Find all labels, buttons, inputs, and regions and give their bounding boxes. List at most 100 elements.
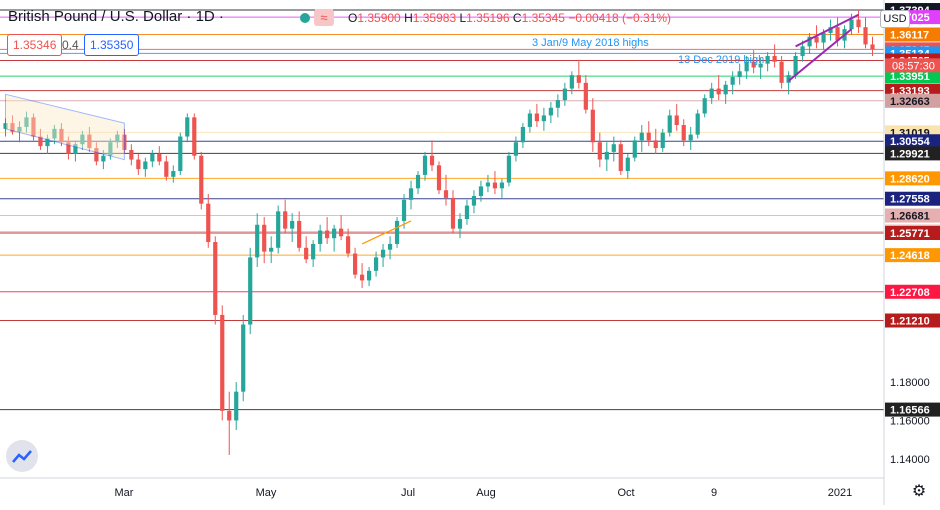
candle-body-83 — [583, 82, 588, 110]
gear-icon[interactable]: ⚙ — [911, 483, 927, 500]
candle-body-41 — [290, 220, 295, 229]
candle-body-66 — [464, 205, 470, 220]
candle-body-119 — [835, 27, 840, 41]
candle-body-104 — [730, 77, 735, 85]
logo-cloud-icon — [12, 450, 32, 463]
candle-body-48 — [339, 228, 344, 237]
sell-button[interactable]: 1.35346 — [7, 34, 63, 56]
candle-body-92 — [646, 132, 651, 141]
countdown-label: 08:57:30 — [892, 60, 935, 72]
buy-button[interactable]: 1.35350 — [84, 34, 140, 56]
candle-body-96 — [674, 115, 679, 126]
candle-body-116 — [814, 36, 819, 43]
candle-body-56 — [394, 220, 400, 244]
candle-body-2 — [17, 126, 22, 132]
level-tag-label-14: 1.26681 — [890, 211, 930, 223]
x-tick-label-0: Mar — [115, 487, 134, 499]
candle-body-81 — [569, 75, 574, 89]
tradingview-logo[interactable] — [6, 440, 38, 472]
candle-body-6 — [45, 138, 50, 147]
level-tag-label-19: 1.21210 — [890, 316, 930, 328]
candle-body-63 — [443, 190, 449, 198]
candle-body-9 — [66, 142, 71, 154]
candle-body-68 — [478, 186, 484, 196]
x-tick-label-3: Aug — [476, 487, 496, 499]
candle-body-73 — [513, 142, 519, 156]
candle-body-14 — [101, 155, 106, 162]
level-tag-label-2: 1.36117 — [890, 30, 929, 42]
candle-body-75 — [527, 113, 532, 127]
candle-body-22 — [157, 153, 162, 162]
descending-channel — [4, 93, 125, 161]
candle-body-111 — [779, 61, 784, 83]
candle-body-115 — [807, 36, 812, 47]
candle-body-3 — [24, 117, 29, 127]
x-tick-label-4: Oct — [617, 487, 634, 499]
close-label: C — [512, 11, 522, 25]
candle-body-59 — [415, 174, 421, 189]
level-tag-18 — [885, 284, 940, 299]
x-tick-label-6: 2021 — [828, 487, 852, 499]
indicator-wave-icon[interactable]: ≈ — [314, 9, 334, 26]
level-tag-8 — [885, 93, 940, 108]
low-value: 1.35196 — [466, 11, 510, 25]
candle-body-39 — [276, 211, 281, 248]
candle-body-80 — [562, 88, 567, 101]
candle-body-65 — [457, 219, 463, 229]
candle-body-27 — [192, 117, 197, 156]
level-tag-6 — [885, 69, 940, 84]
symbol-title[interactable]: British Pound / U.S. Dollar · 1D · — [8, 8, 224, 25]
candle-body-16 — [115, 134, 120, 143]
candle-body-32 — [227, 410, 232, 421]
candle-body-29 — [206, 203, 211, 243]
candle-body-98 — [688, 134, 693, 141]
candle-body-110 — [772, 55, 777, 62]
candle-body-12 — [87, 134, 92, 149]
level-tag-19 — [885, 313, 940, 328]
currency-badge[interactable]: USD — [880, 10, 910, 28]
candle-body-55 — [387, 243, 393, 250]
level-tag-label-12: 1.28620 — [890, 173, 930, 185]
candle-body-37 — [262, 224, 267, 252]
candle-body-86 — [604, 151, 609, 160]
candle-body-20 — [143, 161, 148, 170]
level-tag-14 — [885, 208, 940, 223]
y-tick-label-2: 1.18000 — [890, 377, 930, 389]
level-tag-20 — [885, 402, 940, 417]
wedge-upper-line — [795, 13, 859, 48]
candle-body-100 — [702, 98, 707, 114]
level-tag-label-16: 1.25771 — [890, 228, 930, 240]
level-tag-12 — [885, 171, 940, 186]
candle-body-23 — [164, 161, 169, 177]
level-tag-16 — [885, 226, 940, 241]
candle-body-17 — [122, 134, 127, 150]
change-value: −0.00418 (−0.31%) — [568, 11, 672, 25]
candle-body-0 — [3, 123, 8, 129]
candle-body-10 — [73, 144, 78, 154]
candle-body-87 — [611, 144, 616, 152]
candle-body-71 — [499, 182, 505, 189]
candle-body-93 — [653, 140, 658, 149]
candle-body-101 — [709, 88, 714, 99]
candle-body-44 — [311, 243, 316, 260]
candle-body-85 — [597, 142, 602, 160]
level-tag-label-10: 1.30554 — [890, 136, 931, 148]
candle-body-97 — [681, 125, 686, 141]
candle-body-72 — [506, 155, 512, 183]
candle-body-45 — [318, 230, 323, 244]
candle-body-36 — [255, 224, 260, 258]
candle-body-108 — [758, 63, 763, 68]
candle-body-106 — [744, 61, 749, 72]
candle-body-52 — [366, 270, 372, 281]
candle-body-34 — [241, 324, 246, 392]
candle-body-62 — [436, 165, 442, 191]
level-tag-label-11: 1.29921 — [890, 148, 930, 160]
candle-body-35 — [248, 257, 253, 325]
candle-body-31 — [220, 314, 225, 411]
level-tag-13 — [885, 191, 940, 206]
candle-body-60 — [422, 155, 428, 175]
candle-body-49 — [346, 236, 351, 254]
x-tick-label-2: Jul — [401, 487, 415, 499]
